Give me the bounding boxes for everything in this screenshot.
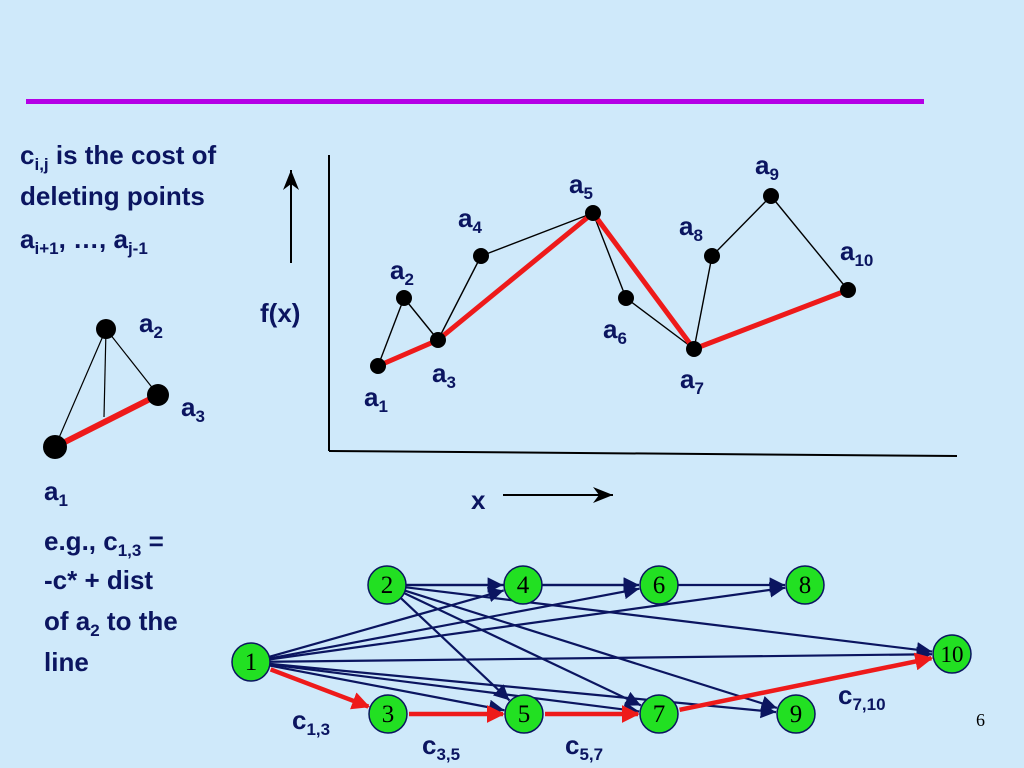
example-line-2: -c* + dist: [44, 565, 154, 595]
plot-axes: [283, 155, 958, 503]
point-label-a6: a6: [603, 314, 627, 348]
graph-node-circle: [368, 694, 408, 734]
plot-segment-6-7: [625, 297, 695, 350]
graph-node-label: 9: [790, 701, 803, 728]
graph-edge-2-7: [403, 592, 642, 707]
graph-node-6: 6: [639, 565, 679, 605]
graph-node-label: 6: [653, 572, 666, 599]
graph-red-edge-7-10: [679, 652, 934, 712]
plot-point-a8: [704, 248, 720, 264]
description-line-2: deleting points: [20, 181, 205, 211]
graph-edge-1-6: [269, 583, 640, 660]
triangle-label-a3: a3: [181, 392, 205, 426]
plot-point-a6: [618, 290, 634, 306]
graph-node-circle: [785, 565, 825, 605]
point-label-a8: a8: [679, 211, 703, 245]
point-label-a4: a4: [458, 203, 482, 237]
graph-node-label: 10: [941, 642, 964, 667]
graph-node-circle: [639, 565, 679, 605]
point-label-a5: a5: [569, 169, 593, 203]
graph-edge-2-9: [404, 589, 778, 711]
plot-segment-2-3: [403, 297, 439, 341]
plot-point-a5: [585, 205, 601, 221]
graph-node-3: 3: [368, 694, 408, 734]
graph-node-label: 5: [518, 701, 531, 728]
triangle-label-a2: a2: [139, 308, 163, 342]
graph-node-7: 7: [639, 694, 679, 734]
point-label-a9: a9: [755, 150, 779, 184]
y-axis-label: f(x): [260, 298, 301, 328]
point-label-a1: a1: [364, 382, 388, 416]
title-underline: [26, 99, 924, 104]
graph-node-label: 4: [517, 572, 530, 599]
plot-point-a9: [763, 188, 779, 204]
plot-segment-8-9: [711, 195, 772, 257]
graph-node-circle: [932, 634, 972, 674]
description-line-3: ai+1, …, aj-1: [20, 224, 148, 258]
graph-node-circle: [504, 694, 544, 734]
graph-red-edge-1-3: [269, 667, 371, 710]
graph-node-circle: [639, 694, 679, 734]
page-number: 6: [976, 710, 985, 730]
graph-node-circle: [503, 565, 543, 605]
plot-segment-4-5: [480, 212, 594, 257]
graph-node-label: 8: [799, 572, 812, 599]
graph-node-9: 9: [776, 694, 816, 734]
plot-point-a3: [430, 332, 446, 348]
graph-edge-1-10: [269, 646, 933, 663]
example-line-1: e.g., c1,3 =: [44, 526, 164, 560]
graph-node-circle: [367, 565, 407, 605]
graph-node-label: 2: [381, 572, 394, 599]
graph-edge-1-5: [269, 664, 505, 715]
triangle-point-a3: [147, 384, 169, 406]
plot-segment-7-8: [693, 255, 713, 350]
graph-edge-1-9: [269, 662, 777, 719]
example-line-4: line: [44, 647, 89, 677]
graph-node-8: 8: [785, 565, 825, 605]
graph-node-label: 7: [653, 701, 666, 728]
graph-edge-2-5: [400, 597, 511, 702]
graph-node-2: 2: [367, 565, 407, 605]
plot-point-a2: [396, 290, 412, 306]
graph-node-circle: [776, 694, 816, 734]
graph-node-label: 1: [245, 649, 258, 676]
point-label-a10: a10: [840, 236, 874, 270]
point-label-a2: a2: [390, 255, 414, 289]
edge-label-c57: c5,7: [565, 730, 604, 764]
graph-node-label: 3: [382, 701, 395, 728]
graph-node-10: 10: [932, 634, 972, 674]
graph-edge-2-10: [405, 586, 933, 658]
edge-label-c35: c3,5: [422, 730, 461, 764]
example-line-3: of a2 to the: [44, 606, 178, 640]
edge-label-c13: c1,3: [292, 705, 331, 739]
graph-edge-1-8: [269, 582, 786, 661]
point-label-a3: a3: [432, 358, 456, 392]
plot-point-a4: [473, 248, 489, 264]
triangle-point-a2: [96, 319, 116, 339]
triangle-point-a1: [43, 435, 67, 459]
plot-segment-5-6: [592, 212, 627, 299]
graph-node-circle: [231, 642, 271, 682]
description-line-1: ci,j is the cost of: [20, 140, 217, 174]
edge-label-c710: c7,10: [838, 680, 886, 714]
graph-edge-1-7: [269, 663, 640, 718]
plot-segment-1-2: [377, 297, 405, 367]
plot-point-a1: [370, 358, 386, 374]
plot-segment-3-4: [437, 255, 482, 341]
graph-node-4: 4: [503, 565, 543, 605]
triangle-illustration: [43, 319, 169, 459]
plot-segment-9-10: [770, 195, 849, 291]
triangle-label-a1: a1: [44, 476, 68, 510]
graph-edge-1-4: [268, 587, 505, 658]
graph-node-1: 1: [231, 642, 271, 682]
point-label-a7: a7: [680, 364, 704, 398]
plot-point-a7: [686, 341, 702, 357]
graph-node-5: 5: [504, 694, 544, 734]
x-axis-label: x: [471, 485, 486, 515]
plot-point-a10: [840, 282, 856, 298]
